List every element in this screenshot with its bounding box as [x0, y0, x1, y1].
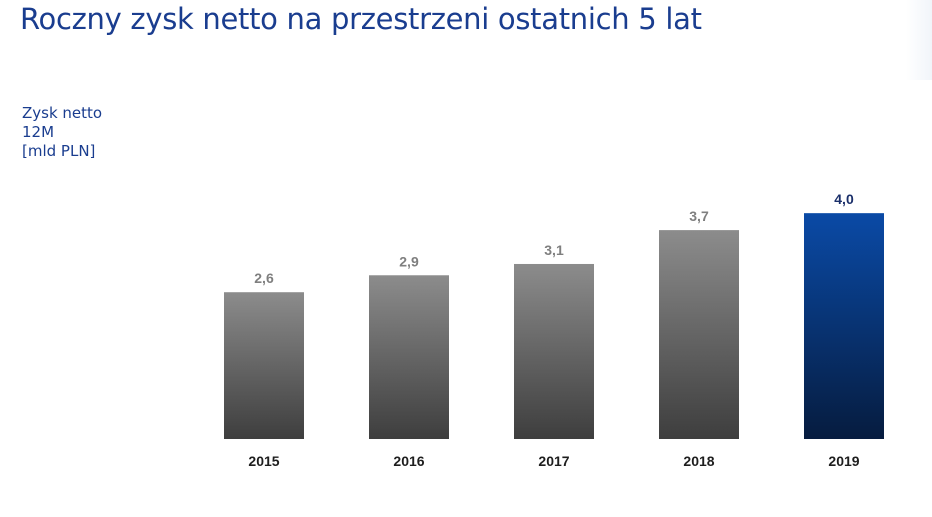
bar-2016	[369, 275, 449, 439]
bar-2015	[224, 292, 304, 439]
value-label-2017: 3,1	[544, 242, 564, 258]
x-tick-label-2016: 2016	[393, 453, 424, 469]
unit-label-line-2: 12M	[22, 123, 55, 141]
x-tick-label-2015: 2015	[248, 453, 279, 469]
x-tick-label-2017: 2017	[538, 453, 569, 469]
value-label-2018: 3,7	[689, 208, 709, 224]
value-label-2016: 2,9	[399, 253, 419, 269]
decorative-corner-mark	[906, 0, 932, 80]
value-label-2019: 4,0	[834, 191, 854, 207]
unit-label-line-3: [mld PLN]	[22, 142, 96, 160]
unit-label-line-1: Zysk netto	[22, 104, 103, 122]
value-label-2015: 2,6	[254, 270, 274, 286]
bar-2018	[659, 230, 739, 439]
bar-2017	[514, 263, 594, 439]
bars-group: 2,6 2015 2,9 2016 3,1 2017 3,7 2018 4,0 2019	[224, 191, 884, 469]
bar-2019	[804, 213, 884, 439]
x-tick-label-2019: 2019	[828, 453, 859, 469]
x-tick-label-2018: 2018	[683, 453, 714, 469]
chart-title: Roczny zysk netto na przestrzeni ostatni…	[20, 2, 702, 36]
y-axis-unit-label: Zysk netto 12M [mld PLN]	[22, 104, 102, 161]
